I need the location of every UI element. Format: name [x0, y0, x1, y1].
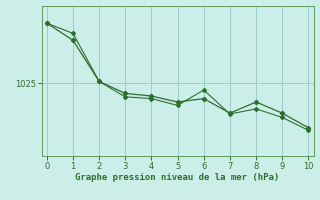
X-axis label: Graphe pression niveau de la mer (hPa): Graphe pression niveau de la mer (hPa) — [76, 173, 280, 182]
